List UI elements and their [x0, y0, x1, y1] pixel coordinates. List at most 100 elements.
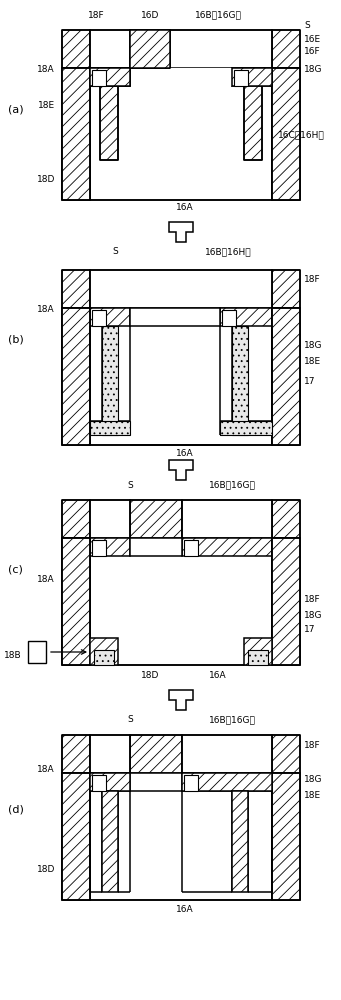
Bar — [272, 538, 300, 665]
Bar — [92, 540, 106, 556]
Bar — [272, 538, 300, 665]
Text: 16A: 16A — [176, 448, 194, 458]
Bar — [94, 650, 114, 665]
Bar — [182, 773, 272, 791]
Text: (d): (d) — [8, 805, 24, 815]
Bar — [90, 68, 130, 86]
Bar — [90, 68, 130, 86]
Bar — [62, 500, 90, 538]
Bar — [182, 538, 272, 556]
Bar — [232, 791, 248, 892]
Bar — [272, 308, 300, 445]
Bar — [28, 641, 46, 663]
Bar — [272, 68, 300, 200]
Text: 18F: 18F — [304, 740, 321, 750]
Bar — [130, 30, 170, 68]
Bar — [62, 308, 90, 445]
Bar — [130, 538, 182, 556]
Bar — [90, 538, 272, 665]
Bar — [272, 68, 300, 200]
Bar — [184, 775, 198, 791]
Bar — [90, 68, 130, 86]
Text: 16B（16G）: 16B（16G） — [209, 481, 255, 489]
Bar — [62, 773, 90, 900]
Text: 16A: 16A — [176, 204, 194, 213]
Bar — [90, 68, 130, 86]
Bar — [130, 308, 220, 326]
Bar — [92, 70, 106, 86]
Text: 16A: 16A — [209, 670, 227, 680]
Bar — [90, 735, 130, 773]
Bar — [90, 308, 272, 445]
Text: 16E: 16E — [304, 35, 321, 44]
Text: 18A: 18A — [38, 766, 55, 774]
Bar — [90, 68, 130, 86]
Bar — [170, 68, 232, 86]
Text: 16D: 16D — [141, 10, 159, 19]
Text: (c): (c) — [8, 565, 23, 575]
Bar — [170, 30, 272, 68]
Text: S: S — [304, 21, 310, 30]
Bar — [220, 308, 272, 326]
Bar — [90, 308, 130, 326]
Bar — [232, 326, 248, 435]
Bar — [182, 500, 272, 538]
Text: 16F: 16F — [304, 47, 321, 56]
Bar — [182, 735, 272, 773]
Text: 18A: 18A — [38, 66, 55, 75]
Bar — [272, 773, 300, 900]
Bar — [232, 68, 272, 86]
Bar — [62, 308, 90, 445]
Polygon shape — [169, 222, 193, 242]
Bar — [92, 775, 106, 791]
Bar — [90, 538, 130, 556]
Bar — [92, 310, 106, 326]
Bar — [90, 68, 272, 200]
Bar — [62, 538, 90, 665]
Bar — [272, 500, 300, 538]
Bar — [62, 270, 90, 308]
Text: 18A: 18A — [38, 306, 55, 314]
Text: 18A: 18A — [38, 576, 55, 584]
Text: S: S — [112, 247, 118, 256]
Text: 18F: 18F — [88, 10, 104, 19]
Text: (b): (b) — [8, 335, 24, 345]
Text: (a): (a) — [8, 105, 24, 115]
Bar — [130, 773, 182, 791]
Bar — [62, 68, 90, 200]
Bar — [130, 30, 170, 68]
Text: 18F: 18F — [304, 595, 321, 604]
Polygon shape — [169, 460, 193, 480]
Bar — [184, 540, 198, 556]
Bar — [102, 326, 118, 435]
Bar — [272, 308, 300, 445]
Bar — [90, 773, 130, 791]
Text: 18B: 18B — [4, 650, 22, 660]
Bar — [62, 30, 90, 68]
Bar — [234, 70, 248, 86]
Bar — [222, 310, 236, 326]
Bar — [62, 538, 90, 665]
Text: 18E: 18E — [304, 358, 321, 366]
Text: 16C（16H）: 16C（16H） — [278, 130, 325, 139]
Text: 16A: 16A — [176, 906, 194, 914]
Text: 18G: 18G — [304, 66, 323, 75]
Text: S: S — [127, 481, 133, 489]
Bar — [130, 500, 182, 538]
Text: 17: 17 — [304, 626, 315, 635]
Bar — [272, 735, 300, 773]
Bar — [90, 30, 130, 68]
Text: 18F: 18F — [304, 275, 321, 284]
Bar — [244, 86, 262, 160]
Bar — [90, 638, 118, 665]
Text: 16B（16G）: 16B（16G） — [209, 716, 255, 724]
Bar — [102, 791, 118, 892]
Bar — [90, 773, 130, 791]
Text: 18D: 18D — [36, 865, 55, 874]
Text: S: S — [127, 716, 133, 724]
Bar — [90, 270, 272, 308]
Bar — [182, 773, 272, 791]
Bar — [90, 773, 272, 900]
Bar — [90, 421, 130, 435]
Text: 18D: 18D — [141, 670, 159, 680]
